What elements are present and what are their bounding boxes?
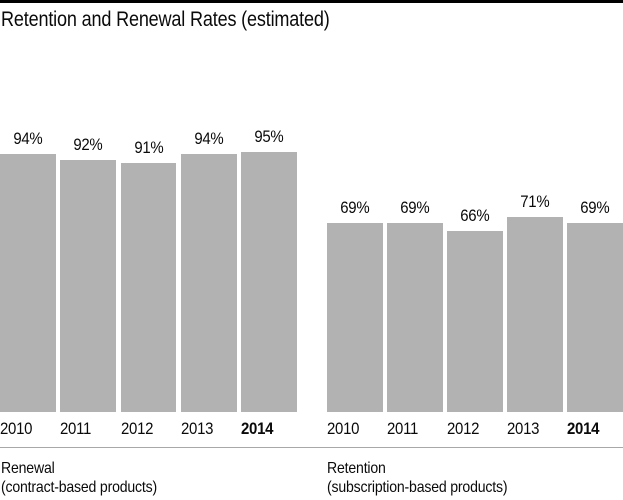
bar-value-label: 94% [194, 129, 224, 148]
bar-value-label: 95% [254, 127, 284, 146]
bar [0, 154, 56, 412]
caption-title-retention: Retention [327, 460, 386, 477]
bar-value-label: 94% [13, 129, 43, 148]
chart-retention: 69% 69% 66% 71% 69% 2010 2011 2012 2013 2014 [327, 112, 623, 439]
caption-subtitle-retention: (subscription-based products) [327, 479, 508, 496]
bar-value-label: 91% [133, 138, 164, 157]
bar [241, 152, 297, 412]
caption-subtitle-renewal: (contract-based products) [1, 479, 158, 496]
bar-column: 71% [507, 192, 563, 412]
chart-caption-renewal: Renewal (contract-based products) [1, 459, 157, 497]
bar [387, 223, 443, 412]
bar-column: 94% [180, 129, 237, 412]
x-axis-retention: 2010 2011 2012 2013 2014 [327, 419, 623, 439]
bars-area-renewal: 94% 92% 91% 94% 95% [0, 112, 297, 412]
bar [180, 154, 237, 412]
page-title: Retention and Renewal Rates (estimated) [1, 8, 330, 31]
chart-caption-retention: Retention (subscription-based products) [327, 459, 508, 497]
chart-renewal: 94% 92% 91% 94% 95% 2010 2011 2012 2013 2014 [0, 112, 297, 439]
bar-column: 69% [387, 198, 443, 412]
bar-value-label: 69% [580, 198, 610, 217]
bar-column: 92% [60, 135, 117, 412]
bar-column: 69% [567, 198, 623, 412]
bar-value-label: 69% [340, 198, 370, 217]
bar-column: 66% [447, 206, 503, 412]
bar [447, 231, 503, 412]
bar-value-label: 92% [73, 135, 103, 154]
bar-value-label: 69% [400, 198, 430, 217]
bar-column: 91% [120, 138, 177, 412]
bar [327, 223, 383, 412]
bar-value-label: 71% [520, 192, 550, 211]
year-label: 2010 [0, 419, 33, 438]
year-label: 2013 [507, 419, 540, 438]
top-rule [0, 0, 623, 3]
year-label: 2014 [567, 419, 600, 438]
bar-column: 69% [327, 198, 383, 412]
baseline-rule [0, 447, 623, 448]
year-label: 2010 [327, 419, 360, 438]
bar [567, 223, 623, 412]
x-axis-renewal: 2010 2011 2012 2013 2014 [0, 419, 297, 439]
caption-title-renewal: Renewal [1, 460, 55, 477]
year-label: 2014 [241, 419, 274, 438]
year-label: 2012 [447, 419, 480, 438]
bar-column: 94% [0, 129, 56, 412]
year-label: 2011 [387, 419, 419, 438]
bars-area-retention: 69% 69% 66% 71% 69% [327, 112, 623, 412]
bar [120, 163, 177, 412]
bar [60, 160, 117, 412]
year-label: 2012 [120, 419, 153, 438]
bar-column: 95% [241, 127, 297, 412]
bar [507, 217, 563, 412]
year-label: 2013 [180, 419, 214, 438]
year-label: 2011 [60, 419, 92, 438]
bar-value-label: 66% [460, 206, 490, 225]
